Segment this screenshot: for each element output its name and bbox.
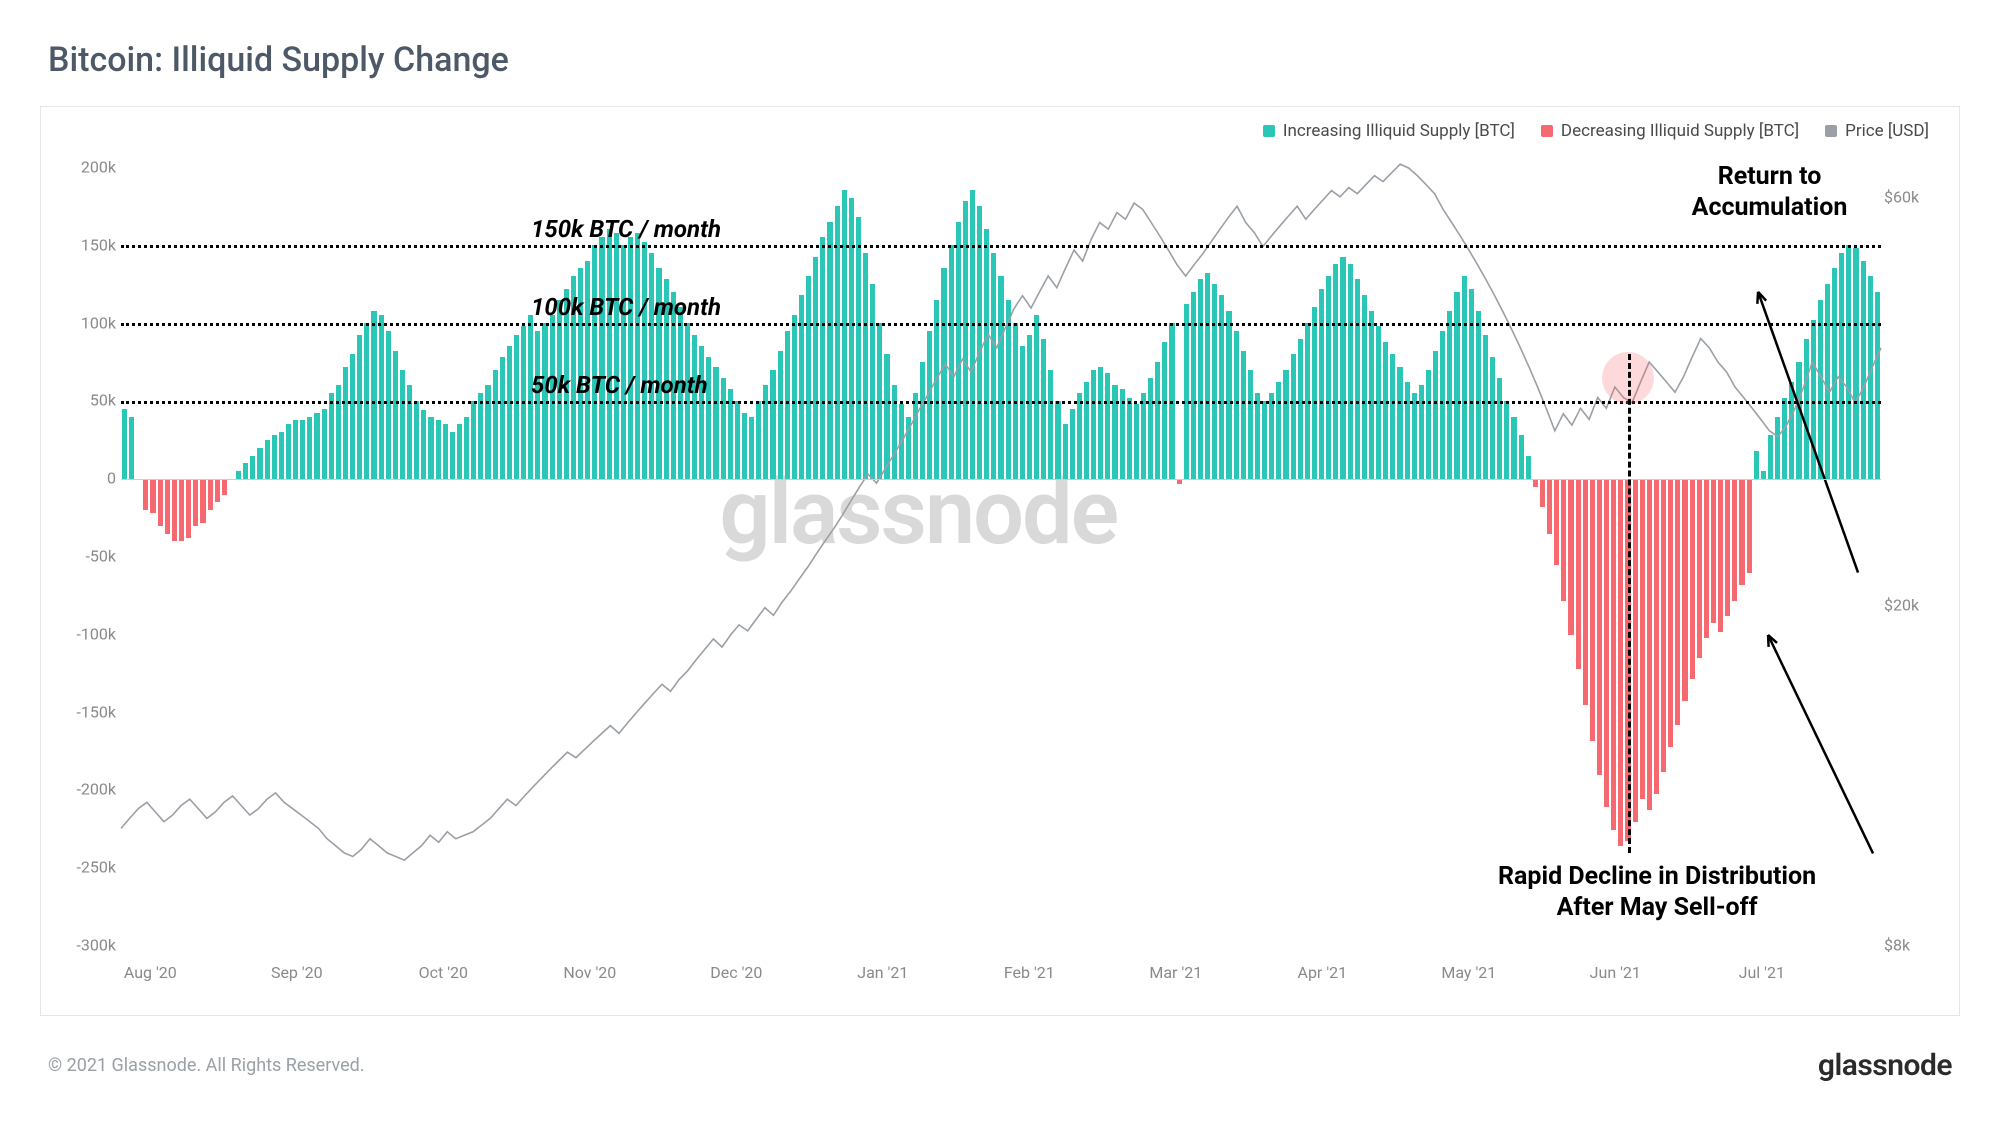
y-axis-left: -300k-250k-200k-150k-100k-50k050k100k150…	[51, 167, 116, 945]
legend-label-increasing: Increasing Illiquid Supply [BTC]	[1283, 121, 1515, 141]
overlay	[121, 167, 1881, 947]
copyright-text: © 2021 Glassnode. All Rights Reserved.	[48, 1055, 365, 1076]
legend-label-decreasing: Decreasing Illiquid Supply [BTC]	[1561, 121, 1799, 141]
legend-item-increasing: Increasing Illiquid Supply [BTC]	[1263, 121, 1515, 141]
legend-item-decreasing: Decreasing Illiquid Supply [BTC]	[1541, 121, 1799, 141]
plot-area: glassnode 50k BTC / month100k BTC / mont…	[121, 167, 1881, 947]
brand-logo: glassnode	[1818, 1048, 1952, 1083]
x-axis: Aug '20Sep '20Oct '20Nov '20Dec '20Jan '…	[121, 955, 1879, 985]
legend-label-price: Price [USD]	[1845, 121, 1929, 141]
chart-container: Increasing Illiquid Supply [BTC] Decreas…	[40, 106, 1960, 1016]
legend-swatch-price	[1825, 125, 1837, 137]
chart-title: Bitcoin: Illiquid Supply Change	[48, 40, 1960, 80]
y-axis-right: $8k$20k$60k	[1884, 167, 1949, 945]
annot-line2: After May Sell-off	[1498, 892, 1816, 923]
annot-line1: Rapid Decline in Distribution	[1498, 861, 1816, 892]
footer: © 2021 Glassnode. All Rights Reserved. g…	[48, 1048, 1952, 1083]
legend-swatch-decreasing	[1541, 125, 1553, 137]
legend-swatch-increasing	[1263, 125, 1275, 137]
legend-item-price: Price [USD]	[1825, 121, 1929, 141]
legend: Increasing Illiquid Supply [BTC] Decreas…	[1263, 121, 1929, 141]
